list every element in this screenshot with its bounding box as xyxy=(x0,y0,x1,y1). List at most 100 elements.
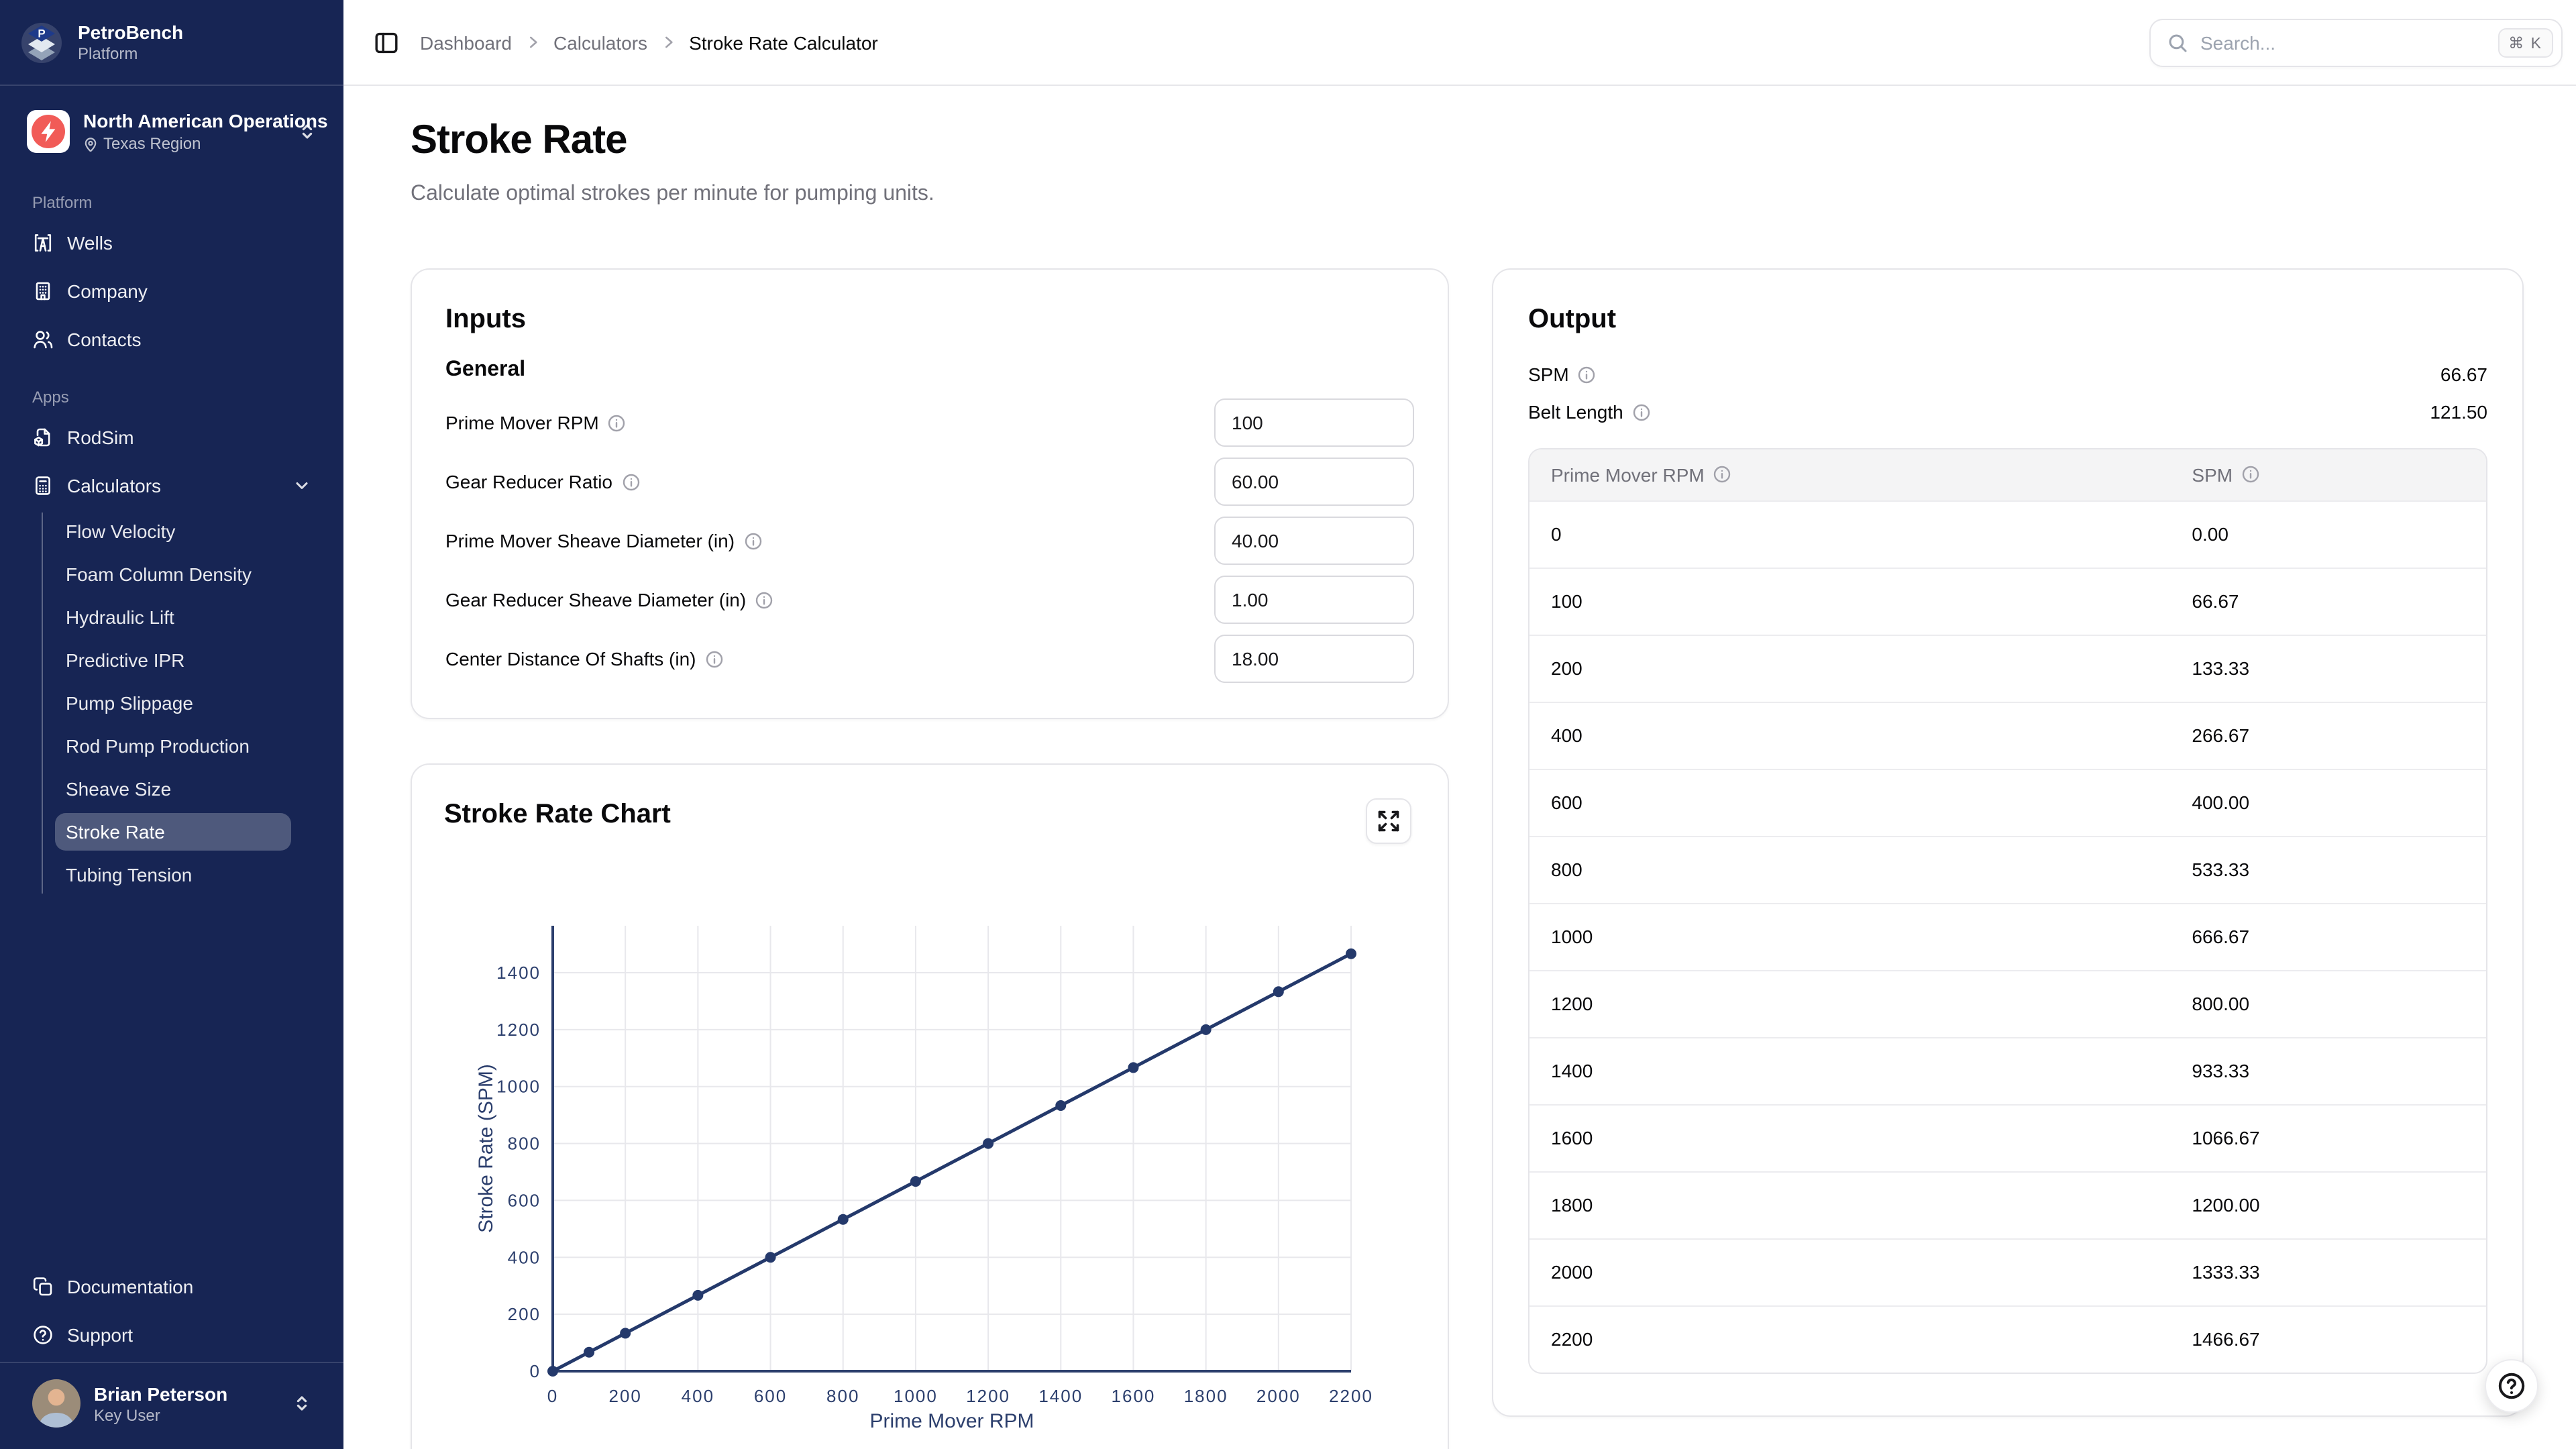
sidebar-item-support[interactable]: Support xyxy=(21,1313,322,1356)
input-gear-reducer-sheave-diameter-in-[interactable] xyxy=(1214,576,1414,624)
input-field-row: Gear Reducer Ratio xyxy=(445,458,1414,506)
svg-text:600: 600 xyxy=(508,1190,541,1210)
breadcrumb-item-stroke-rate-calculator: Stroke Rate Calculator xyxy=(689,32,878,53)
chart-expand-button[interactable] xyxy=(1366,798,1411,844)
svg-text:400: 400 xyxy=(508,1247,541,1267)
sidebar-subitem-rod-pump-production[interactable]: Rod Pump Production xyxy=(66,735,250,757)
main-area: Dashboard Calculators Stroke Rate Calculat… xyxy=(343,0,2576,1449)
sidebar-subitem-stroke-rate[interactable]: Stroke Rate xyxy=(55,813,291,851)
user-role: Key User xyxy=(94,1405,160,1424)
svg-text:1400: 1400 xyxy=(496,963,541,983)
info-icon xyxy=(1714,466,1731,484)
svg-text:2200: 2200 xyxy=(1329,1386,1373,1406)
breadcrumb-item-dashboard[interactable]: Dashboard xyxy=(420,32,512,53)
sidebar-item-label: Contacts xyxy=(67,329,142,350)
input-field-row: Gear Reducer Sheave Diameter (in) xyxy=(445,576,1414,624)
table-row: 0 0.00 xyxy=(1529,500,2486,568)
sidebar-item-wells[interactable]: Wells xyxy=(21,221,322,264)
layers-logo-icon: P xyxy=(19,19,64,65)
output-table: Prime Mover RPM SPM 0 0.00 100 66.67 200 133.3… xyxy=(1528,448,2487,1374)
sidebar-footer: Documentation Support Brian Peterson xyxy=(0,1265,343,1449)
sidebar-item-label: Calculators xyxy=(67,475,162,496)
table-cell: 100 xyxy=(1529,567,2171,635)
org-region: Texas Region xyxy=(103,134,201,153)
sidebar-subitem-flow-velocity[interactable]: Flow Velocity xyxy=(66,521,176,542)
input-field-row: Prime Mover Sheave Diameter (in) xyxy=(445,517,1414,565)
table-row: 1200 800.00 xyxy=(1529,969,2486,1037)
sidebar-item-label: Company xyxy=(67,280,148,302)
stat-label: SPM xyxy=(1528,364,1596,385)
table-cell: 0.00 xyxy=(2170,500,2486,568)
sidebar-subitem-pump-slippage[interactable]: Pump Slippage xyxy=(66,692,193,714)
stat-value: 121.50 xyxy=(2430,401,2487,423)
sidebar-toggle-button[interactable] xyxy=(368,23,405,61)
svg-text:1800: 1800 xyxy=(1184,1386,1228,1406)
input-gear-reducer-ratio[interactable] xyxy=(1214,458,1414,506)
input-center-distance-of-shafts-in-[interactable] xyxy=(1214,635,1414,683)
sidebar-item-rodsim[interactable]: RodSim xyxy=(21,416,322,459)
table-cell: 1066.67 xyxy=(2170,1104,2486,1171)
help-button[interactable] xyxy=(2485,1359,2538,1413)
chevrons-up-down-icon xyxy=(298,122,317,141)
output-stat-row: SPM 66.67 xyxy=(1528,356,2487,393)
output-stat-row: Belt Length 121.50 xyxy=(1528,393,2487,431)
svg-text:1200: 1200 xyxy=(966,1386,1010,1406)
table-cell: 1600 xyxy=(1529,1104,2171,1171)
input-prime-mover-rpm[interactable] xyxy=(1214,398,1414,447)
copy-icon xyxy=(32,1276,54,1297)
table-row: 1400 933.33 xyxy=(1529,1036,2486,1104)
input-prime-mover-sheave-diameter-in-[interactable] xyxy=(1214,517,1414,565)
table-cell: 2000 xyxy=(1529,1238,2171,1305)
sidebar-divider xyxy=(0,1362,343,1363)
breadcrumb: Dashboard Calculators Stroke Rate Calculat… xyxy=(420,32,878,53)
sidebar-subitem-tubing-tension[interactable]: Tubing Tension xyxy=(66,864,193,885)
org-switcher[interactable]: North American Operations Texas Region xyxy=(16,99,328,164)
search-input[interactable]: Search... ⌘ K xyxy=(2149,18,2563,66)
svg-text:600: 600 xyxy=(754,1386,787,1406)
table-row: 1800 1200.00 xyxy=(1529,1171,2486,1238)
svg-text:200: 200 xyxy=(608,1386,641,1406)
table-row: 800 533.33 xyxy=(1529,835,2486,903)
stat-label: Belt Length xyxy=(1528,401,1650,423)
svg-text:0: 0 xyxy=(530,1361,541,1381)
svg-text:0: 0 xyxy=(547,1386,558,1406)
breadcrumb-item-calculators[interactable]: Calculators xyxy=(553,32,648,53)
chart-card-title: Stroke Rate Chart xyxy=(444,800,671,829)
building-icon xyxy=(32,280,54,302)
info-icon xyxy=(1633,403,1650,421)
avatar xyxy=(32,1379,80,1428)
input-field-label: Center Distance Of Shafts (in) xyxy=(445,648,723,669)
field-label-text: Prime Mover RPM xyxy=(445,412,599,433)
sidebar-subitem-hydraulic-lift[interactable]: Hydraulic Lift xyxy=(66,606,174,628)
table-cell: 1466.67 xyxy=(2170,1305,2486,1373)
table-cell: 533.33 xyxy=(2170,835,2486,903)
sidebar-subitem-predictive-ipr[interactable]: Predictive IPR xyxy=(66,649,185,671)
field-label-text: Prime Mover Sheave Diameter (in) xyxy=(445,530,735,551)
stat-value: 66.67 xyxy=(2440,364,2487,385)
sidebar-subitem-sheave-size[interactable]: Sheave Size xyxy=(66,778,172,800)
user-menu[interactable]: Brian Peterson Key User xyxy=(21,1368,322,1438)
input-field-label: Gear Reducer Ratio xyxy=(445,471,639,492)
file-box-icon xyxy=(32,427,54,448)
svg-text:Prime Mover RPM: Prime Mover RPM xyxy=(869,1410,1034,1432)
chevron-right-icon xyxy=(659,34,677,51)
table-row: 400 266.67 xyxy=(1529,701,2486,769)
sidebar-submenu: Flow Velocity Foam Column Density Hydrauli… xyxy=(42,513,322,894)
sidebar-item-calculators[interactable]: Calculators xyxy=(21,464,322,507)
svg-text:1400: 1400 xyxy=(1038,1386,1083,1406)
page-subtitle: Calculate optimal strokes per minute for… xyxy=(411,182,934,205)
map-pin-icon xyxy=(83,136,98,151)
sidebar-subitem-foam-column-density[interactable]: Foam Column Density xyxy=(66,564,252,585)
chevron-down-icon xyxy=(292,476,311,495)
table-cell: 600 xyxy=(1529,768,2171,836)
sidebar-item-company[interactable]: Company xyxy=(21,270,322,313)
svg-text:800: 800 xyxy=(826,1386,859,1406)
field-label-text: Gear Reducer Sheave Diameter (in) xyxy=(445,589,747,610)
page-title: Stroke Rate xyxy=(411,118,627,162)
zap-icon xyxy=(27,110,70,153)
brand-header: P PetroBench Platform xyxy=(0,0,343,86)
panel-left-icon xyxy=(373,29,400,56)
sidebar-item-contacts[interactable]: Contacts xyxy=(21,318,322,361)
table-cell: 66.67 xyxy=(2170,567,2486,635)
sidebar-item-documentation[interactable]: Documentation xyxy=(21,1265,322,1308)
